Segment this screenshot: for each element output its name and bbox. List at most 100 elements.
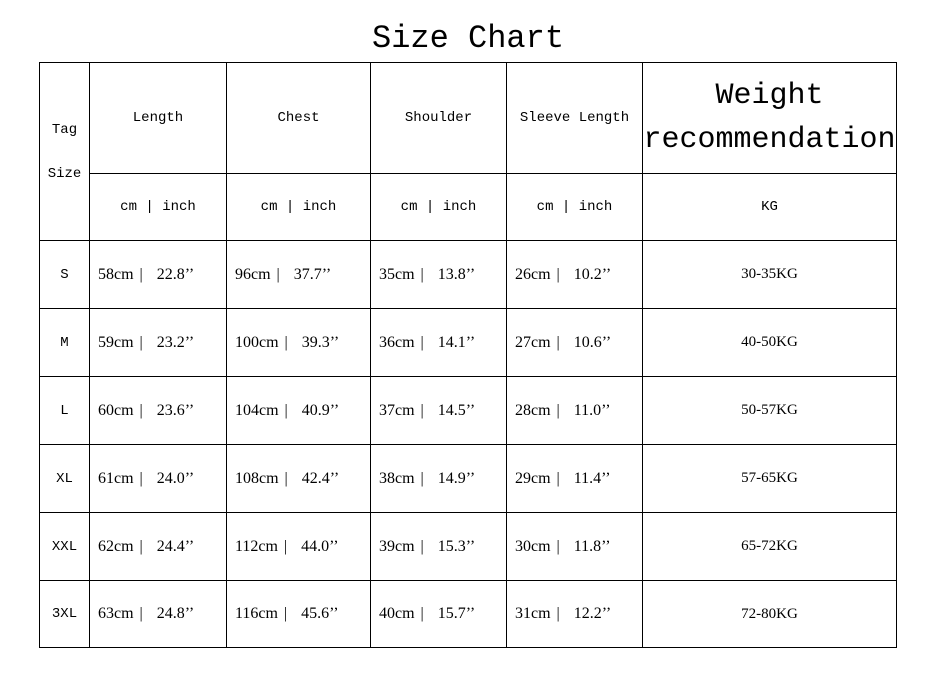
unit-row: cm | inch cm | inch cm | inch cm | inch KG: [40, 173, 897, 241]
cm-value: 104cm: [235, 401, 279, 419]
cm-value: 61cm: [98, 469, 134, 487]
size-cell: 3XL: [39, 580, 90, 648]
tag-label: Tag: [51, 121, 78, 138]
measurement-cell: 96cm | 37.7’’: [226, 240, 371, 309]
unit-separator: |: [425, 199, 435, 215]
cm-value: 37cm: [379, 401, 415, 419]
header-weight-recommendation: Weight recommendation: [642, 62, 897, 174]
separator: |: [420, 605, 424, 622]
cm-value: 36cm: [379, 333, 415, 351]
cm-value: 116cm: [235, 605, 278, 622]
separator: |: [276, 265, 280, 283]
measurement-cell: 38cm | 14.9’’: [370, 444, 507, 513]
table-row: XXL 62cm | 24.4’’ 112cm | 44.0’’ 39cm | 15.3’’ 30c…: [39, 512, 897, 581]
inch-value: 37.7’’: [293, 265, 332, 283]
separator: |: [139, 537, 143, 555]
cm-value: 31cm: [515, 605, 551, 622]
inch-value: 11.8’’: [573, 537, 611, 555]
unit-cm: cm: [400, 199, 418, 215]
header-sleeve-length: Sleeve Length: [506, 62, 643, 174]
separator: |: [556, 401, 560, 419]
cm-value: 35cm: [379, 265, 415, 283]
measurement-cell: 59cm | 23.2’’: [89, 308, 227, 377]
measurement-cell: 26cm | 10.2’’: [506, 240, 643, 309]
measurement-cell: 35cm | 13.8’’: [370, 240, 507, 309]
separator: |: [284, 401, 288, 419]
measurement-cell: 108cm | 42.4’’: [226, 444, 371, 513]
unit-cell: cm | inch: [370, 173, 507, 241]
inch-value: 10.2’’: [573, 265, 612, 283]
measurement-cell: 104cm | 40.9’’: [226, 376, 371, 445]
cm-value: 27cm: [515, 333, 551, 351]
size-label: Size: [47, 165, 82, 182]
weight-cell: 50-57KG: [642, 376, 897, 445]
weight-cell: 65-72KG: [642, 512, 897, 581]
table-row: M 59cm | 23.2’’ 100cm | 39.3’’ 36cm | 14.1’’ 27cm |…: [39, 308, 897, 377]
measurement-cell: 27cm | 10.6’’: [506, 308, 643, 377]
cm-value: 30cm: [515, 537, 551, 555]
unit-separator: |: [285, 199, 295, 215]
page-title: Size Chart: [371, 20, 565, 57]
separator: |: [556, 537, 560, 555]
unit-inch: inch: [442, 199, 477, 215]
separator: |: [139, 401, 143, 419]
separator: |: [139, 265, 143, 283]
measurement-cell: 39cm | 15.3’’: [370, 512, 507, 581]
measurement-cell: 112cm | 44.0’’: [226, 512, 371, 581]
size-cell: XL: [39, 444, 90, 513]
separator: |: [420, 401, 424, 419]
recommendation-label: recommendation: [643, 123, 896, 157]
separator: |: [283, 537, 288, 555]
measurement-cell: 61cm | 24.0’’: [89, 444, 227, 513]
measurement-cell: 36cm | 14.1’’: [370, 308, 507, 377]
inch-value: 44.0’’: [301, 537, 339, 555]
separator: |: [139, 605, 143, 622]
measurement-cell: 116cm | 45.6’’: [226, 580, 371, 648]
separator: |: [284, 469, 288, 487]
inch-value: 24.8’’: [156, 605, 195, 622]
tag-size-header: Tag Size: [39, 62, 90, 241]
inch-value: 24.0’’: [156, 469, 195, 487]
unit-cm: cm: [120, 199, 137, 215]
cm-value: 29cm: [515, 469, 551, 487]
inch-value: 15.7’’: [437, 605, 476, 622]
weight-cell: 72-80KG: [642, 580, 897, 648]
inch-value: 14.5’’: [437, 401, 476, 419]
separator: |: [420, 469, 424, 487]
weight-cell: 57-65KG: [642, 444, 897, 513]
size-cell: M: [39, 308, 90, 377]
inch-value: 45.6’’: [301, 605, 339, 622]
measurement-cell: 29cm | 11.4’’: [506, 444, 643, 513]
measurement-cell: 37cm | 14.5’’: [370, 376, 507, 445]
inch-value: 23.6’’: [156, 401, 195, 419]
unit-cm: cm: [260, 199, 278, 215]
size-chart-table: Tag Size Length Chest Shoulder Sleeve Le…: [39, 62, 897, 648]
separator: |: [420, 333, 424, 351]
unit-inch: inch: [302, 199, 337, 215]
measurement-cell: 30cm | 11.8’’: [506, 512, 643, 581]
unit-kg: KG: [642, 173, 897, 241]
weight-cell: 40-50KG: [642, 308, 897, 377]
inch-value: 12.2’’: [573, 605, 612, 622]
measurement-cell: 100cm | 39.3’’: [226, 308, 371, 377]
cm-value: 108cm: [235, 469, 279, 487]
unit-inch: inch: [578, 199, 613, 215]
measurement-cell: 28cm | 11.0’’: [506, 376, 643, 445]
separator: |: [283, 605, 288, 622]
size-cell: S: [39, 240, 90, 309]
table-row: 3XL 63cm | 24.8’’ 116cm | 45.6’’ 40cm | 15.7’’ 31c…: [39, 580, 897, 648]
separator: |: [556, 605, 560, 622]
separator: |: [139, 333, 143, 351]
inch-value: 24.4’’: [156, 537, 195, 555]
separator: |: [420, 265, 424, 283]
separator: |: [284, 333, 288, 351]
unit-cell: cm | inch: [89, 173, 227, 241]
unit-separator: |: [561, 199, 571, 215]
cm-value: 40cm: [379, 605, 415, 622]
inch-value: 22.8’’: [156, 265, 195, 283]
cm-value: 100cm: [235, 333, 279, 351]
separator: |: [556, 265, 560, 283]
measurement-cell: 40cm | 15.7’’: [370, 580, 507, 648]
separator: |: [556, 469, 560, 487]
unit-cell: cm | inch: [226, 173, 371, 241]
